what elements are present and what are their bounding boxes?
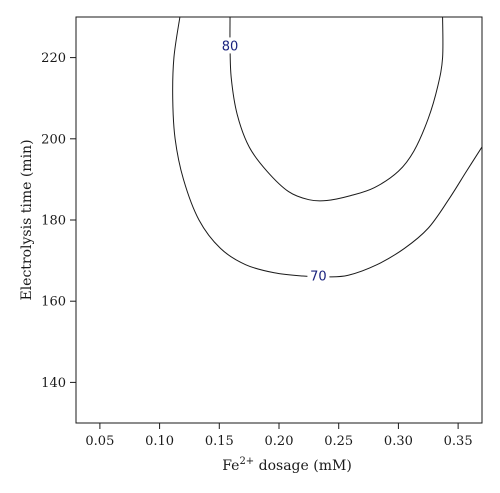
x-tick-label: 0.25	[324, 434, 353, 449]
contour-line-80	[229, 17, 444, 202]
x-tick-label: 0.35	[444, 434, 473, 449]
plot-frame	[75, 16, 483, 424]
x-tick-label: 0.05	[85, 434, 114, 449]
x-tick-label: 0.20	[265, 434, 294, 449]
y-tick-label: 180	[41, 214, 66, 229]
y-tick-label: 140	[41, 376, 66, 391]
y-tick-label: 220	[41, 51, 66, 66]
x-axis-title: Fe2+ dosage (mM)	[222, 456, 352, 474]
y-axis-title: Electrolysis time (min)	[19, 139, 35, 300]
x-tick-label: 0.30	[384, 434, 413, 449]
x-axis-title-sup: 2+	[239, 456, 254, 467]
x-axis-title-rest: dosage (mM)	[254, 458, 352, 474]
contour-label-80: 80	[222, 39, 239, 54]
x-tick-label: 0.15	[205, 434, 234, 449]
contour-lines	[172, 17, 482, 278]
contour-line-70	[172, 17, 482, 278]
x-axis-title-base: Fe	[222, 458, 239, 474]
y-tick-label: 200	[41, 132, 66, 147]
y-tick-label: 160	[41, 295, 66, 310]
contour-label-70: 70	[310, 270, 327, 285]
plot-area: 0.05 0.10 0.15 0.20 0.25 0.30 0.35 140 160 180 200…	[41, 16, 483, 449]
x-tick-label: 0.10	[145, 434, 174, 449]
